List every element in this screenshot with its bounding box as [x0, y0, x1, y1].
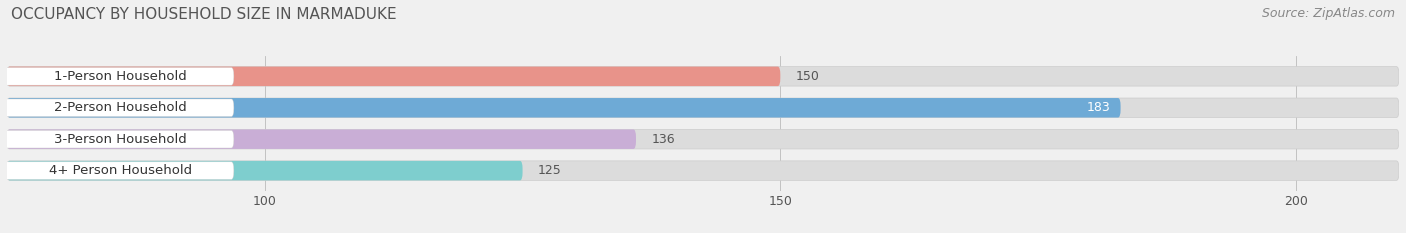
- FancyBboxPatch shape: [7, 67, 1399, 86]
- Text: 4+ Person Household: 4+ Person Household: [49, 164, 193, 177]
- Text: 183: 183: [1087, 101, 1111, 114]
- Text: 150: 150: [796, 70, 820, 83]
- Text: 125: 125: [538, 164, 562, 177]
- Text: Source: ZipAtlas.com: Source: ZipAtlas.com: [1261, 7, 1395, 20]
- FancyBboxPatch shape: [1, 99, 233, 116]
- FancyBboxPatch shape: [7, 161, 523, 180]
- FancyBboxPatch shape: [7, 98, 1399, 117]
- FancyBboxPatch shape: [7, 130, 636, 149]
- FancyBboxPatch shape: [7, 98, 1121, 117]
- FancyBboxPatch shape: [1, 130, 233, 148]
- Text: 1-Person Household: 1-Person Household: [53, 70, 187, 83]
- Text: 2-Person Household: 2-Person Household: [53, 101, 187, 114]
- FancyBboxPatch shape: [1, 162, 233, 179]
- FancyBboxPatch shape: [7, 67, 780, 86]
- Text: 136: 136: [651, 133, 675, 146]
- Text: 3-Person Household: 3-Person Household: [53, 133, 187, 146]
- FancyBboxPatch shape: [7, 161, 1399, 180]
- Text: OCCUPANCY BY HOUSEHOLD SIZE IN MARMADUKE: OCCUPANCY BY HOUSEHOLD SIZE IN MARMADUKE: [11, 7, 396, 22]
- FancyBboxPatch shape: [7, 130, 1399, 149]
- FancyBboxPatch shape: [1, 68, 233, 85]
